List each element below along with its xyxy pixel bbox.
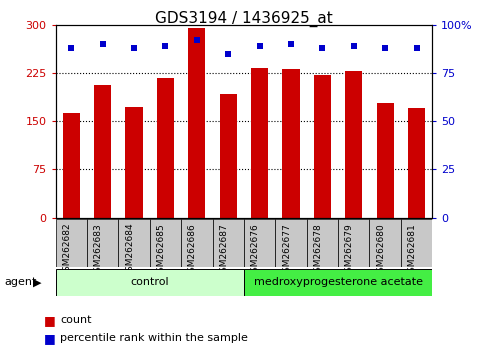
Text: control: control xyxy=(130,277,169,287)
Text: percentile rank within the sample: percentile rank within the sample xyxy=(60,333,248,343)
Bar xyxy=(314,75,331,218)
Bar xyxy=(126,107,142,218)
Bar xyxy=(157,78,174,218)
Bar xyxy=(87,219,118,267)
Text: GSM262687: GSM262687 xyxy=(219,223,228,278)
Bar xyxy=(63,113,80,218)
Bar xyxy=(283,69,299,218)
Bar xyxy=(345,71,362,218)
Point xyxy=(68,45,75,51)
Text: GSM262677: GSM262677 xyxy=(282,223,291,278)
Text: GSM262680: GSM262680 xyxy=(376,223,385,278)
Point xyxy=(287,41,295,47)
Point xyxy=(161,43,170,49)
Text: agent: agent xyxy=(5,277,37,287)
Bar xyxy=(56,219,87,267)
Bar xyxy=(275,219,307,267)
Point xyxy=(256,43,264,49)
Bar xyxy=(94,85,111,218)
Bar xyxy=(377,103,394,218)
Bar xyxy=(56,269,244,296)
Bar xyxy=(408,108,425,218)
Bar xyxy=(150,219,181,267)
Bar xyxy=(401,219,432,267)
Point xyxy=(319,45,327,51)
Text: GSM262679: GSM262679 xyxy=(345,223,354,278)
Text: GSM262676: GSM262676 xyxy=(251,223,260,278)
Bar xyxy=(181,219,213,267)
Bar xyxy=(338,219,369,267)
Text: GSM262683: GSM262683 xyxy=(94,223,103,278)
Text: ▶: ▶ xyxy=(33,277,42,287)
Text: GSM262678: GSM262678 xyxy=(313,223,323,278)
Text: GSM262682: GSM262682 xyxy=(62,223,71,278)
Point xyxy=(350,43,357,49)
Bar xyxy=(244,269,432,296)
Point xyxy=(193,38,201,43)
Text: medroxyprogesterone acetate: medroxyprogesterone acetate xyxy=(254,277,423,287)
Bar xyxy=(251,68,268,218)
Bar xyxy=(220,94,237,218)
Point xyxy=(130,45,138,51)
Bar xyxy=(213,219,244,267)
Bar xyxy=(118,219,150,267)
Bar xyxy=(307,219,338,267)
Bar xyxy=(369,219,401,267)
Text: GSM262684: GSM262684 xyxy=(125,223,134,278)
Text: ■: ■ xyxy=(43,314,55,327)
Text: GSM262681: GSM262681 xyxy=(408,223,416,278)
Text: count: count xyxy=(60,315,92,325)
Text: ■: ■ xyxy=(43,332,55,344)
Point xyxy=(412,45,420,51)
Bar xyxy=(244,219,275,267)
Point xyxy=(99,41,107,47)
Text: GSM262685: GSM262685 xyxy=(156,223,165,278)
Text: GDS3194 / 1436925_at: GDS3194 / 1436925_at xyxy=(155,11,333,27)
Point xyxy=(382,45,389,51)
Text: GSM262686: GSM262686 xyxy=(188,223,197,278)
Bar xyxy=(188,28,205,218)
Point xyxy=(224,51,232,57)
